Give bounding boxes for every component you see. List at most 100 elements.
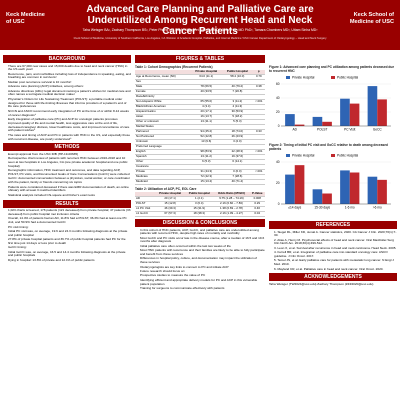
row: Spanish 13 (11.2) 19 (37.6) <box>135 154 265 160</box>
chart: 0 20 40 ≤14 days 15-30 days 1-6 mo >6 mo Privat… <box>276 154 391 209</box>
cell <box>222 144 253 150</box>
bar <box>377 179 387 204</box>
bullet: Identifying efficient and appropriate de… <box>140 278 265 287</box>
row: Female 40 (33.5) 7 (20.8) <box>135 89 265 95</box>
cell: 78 (66.5) <box>190 84 223 90</box>
cell: AD <box>135 196 156 202</box>
cell: 98 (83.9) <box>190 149 223 155</box>
cell: Male <box>135 84 191 90</box>
bar <box>349 172 360 204</box>
cell: 94 (45.2) <box>190 129 223 135</box>
cell: Non-Hispanic White <box>135 99 191 105</box>
cell: 40 (71.4) <box>222 179 253 185</box>
cell <box>252 104 265 110</box>
bar <box>285 174 295 204</box>
bullet: Initial palliative care often occurred w… <box>140 244 265 249</box>
bar <box>294 124 305 126</box>
row: Medicaid 15 (13.4) 40 (71.4) <box>135 179 265 185</box>
table-caption: Table 1: Cohort Demographics (Recurrent … <box>135 65 213 69</box>
cell <box>190 144 223 150</box>
text: Taha Weisger (TW2024@usc.edu) Zachary Th… <box>269 281 374 286</box>
cell: 20 (17.1) <box>155 196 185 202</box>
cell <box>252 94 265 100</box>
section: REFERENCES1. Siegel RL, Miller KD, Jemal… <box>269 221 397 271</box>
row: Marital Status <box>135 124 265 130</box>
header: Keck Medicine of USC Advanced Care Plann… <box>0 0 400 50</box>
row: Other 6 (5.3) 6 (14.1) <box>135 159 265 165</box>
cell: Age at Recurrence, mean (SD) <box>135 74 191 80</box>
cell: 0.008 <box>249 196 265 202</box>
row: Male 78 (66.5) 40 (79.2) 0.38 <box>135 84 265 90</box>
cell: 26 (23.9) <box>222 134 253 140</box>
cell: 46 (39.3) <box>155 206 185 212</box>
row: Non-Hispanic White 65 (55.0) 3 (11.2) <.001 <box>135 99 265 105</box>
header-cell: p <box>252 70 265 75</box>
y-tick-label: 40 <box>276 96 280 100</box>
cell: 19 (37.6) <box>222 154 253 160</box>
logo-line: Medicine of USC <box>349 18 394 25</box>
bullet: Training for surgeons to communicate eff… <box>140 286 265 291</box>
x-tick-label: >6 mo <box>373 205 382 209</box>
figure-caption: Figure 2: Timing of initial PC visit and… <box>269 143 388 151</box>
cell: 65 (55.0) <box>190 99 223 105</box>
cell: 0.79 <box>252 74 265 80</box>
y-tick-label: 0 <box>278 202 280 206</box>
spacer <box>269 53 397 63</box>
cell <box>252 109 265 115</box>
y-tick-label: 0 <box>278 124 280 128</box>
cell: 40 (33.5) <box>190 89 223 95</box>
header-cell <box>135 70 191 75</box>
bullet: Initial PC visit was, on average, 19.6 a… <box>8 229 131 238</box>
row: Medicare 72 (42.3) 7 (28.6) <box>135 174 265 180</box>
legend-swatch <box>286 76 290 79</box>
cell: 67 (57.3) <box>155 211 185 217</box>
logo-line: Keck Medicine <box>6 12 45 18</box>
cell: 4 (11.3) <box>222 104 253 110</box>
cell: Asian <box>135 114 191 120</box>
row: Not Partnered 52 (42.8) 26 (23.9) <box>135 134 265 140</box>
row: Sex <box>135 79 265 85</box>
cell: Female <box>135 89 191 95</box>
bar <box>367 176 378 204</box>
cell <box>252 114 265 120</box>
legend-swatch <box>286 154 290 157</box>
cell <box>222 124 253 130</box>
section-heading: BACKGROUND <box>3 55 131 63</box>
cell: Other <box>135 159 191 165</box>
row: Unknown 13 (9.6) 3 (2.0) <box>135 139 265 145</box>
cell <box>222 164 253 170</box>
x-tick-label: 1-6 mo <box>345 205 355 209</box>
cell <box>190 164 223 170</box>
bullet: Future research should focus on: <box>140 269 265 274</box>
bar <box>312 116 323 126</box>
cell: 0.29 <box>249 201 265 207</box>
x-tick-label: AD <box>293 127 298 131</box>
cell: 0.04 <box>249 211 265 217</box>
row: Asian 16 (13.7) 5 (18.2) <box>135 114 265 120</box>
bullet: Differences in hospital policy, culture,… <box>140 257 265 265</box>
section-heading: RESULTS <box>3 199 131 208</box>
cell: 31 (44.3) <box>190 169 223 175</box>
cell: Not Partnered <box>135 134 191 140</box>
header-row: Private Hospital Public Hospital p <box>135 70 265 75</box>
logo-line: of USC <box>6 18 25 25</box>
cell: 2.16 (0.60 – 7.83) <box>213 201 250 207</box>
row: Black/African American 4 (3.4) 4 (11.3) <box>135 104 265 110</box>
bullet: 4. Ferrell BR, et al. Integration of pal… <box>274 250 397 259</box>
header-cell: Private Hospital <box>155 192 185 197</box>
cell: Private <box>135 169 191 175</box>
left-column: BACKGROUNDThere are 67,000 new cases and… <box>3 53 131 398</box>
legend-label: Private Hospital <box>292 76 315 80</box>
cell: Other or unknown <box>135 119 191 125</box>
cell: 1 (2.1) <box>184 196 214 202</box>
section: METHODSExempt approval from the USC IRB … <box>3 143 131 197</box>
cell: 5 (5.3) <box>222 119 253 125</box>
bullet: Patients were considered deceased if the… <box>8 185 131 194</box>
cell: Medicare <box>135 174 191 180</box>
cell: 13 (9.6) <box>190 139 223 145</box>
discussion-section: DISCUSSION & CONCLUSIONSIn this cohort o… <box>135 219 265 291</box>
cell: Insurance <box>135 164 191 170</box>
row: Private 31 (44.3) 0 (0.0) <.001 <box>135 169 265 175</box>
cell: 72 (42.3) <box>190 174 223 180</box>
table: Private Hospital Public Hospital Odds Rati… <box>135 192 265 217</box>
